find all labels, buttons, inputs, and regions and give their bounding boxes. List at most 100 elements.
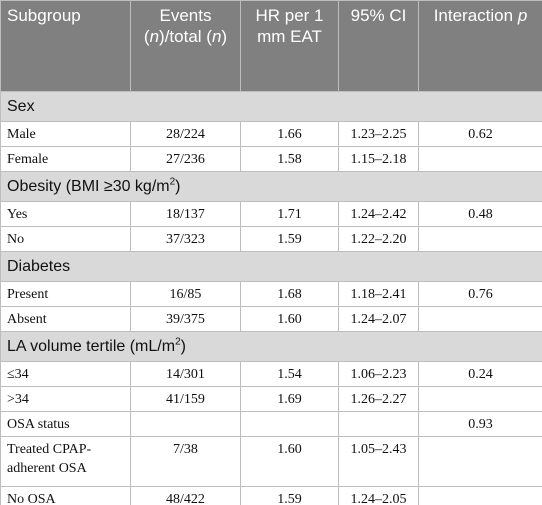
- cell: 1.24–2.07: [338, 306, 419, 332]
- cell: 0.93: [418, 411, 542, 437]
- cell: 1.69: [240, 386, 339, 412]
- cell: 48/422: [130, 486, 241, 505]
- cell: 1.58: [240, 146, 339, 172]
- section-text: Sex: [7, 97, 35, 115]
- cell: 1.68: [240, 281, 339, 307]
- cell: 0.62: [418, 121, 542, 147]
- italic-symbol: n: [211, 27, 222, 46]
- cell: 0.76: [418, 281, 542, 307]
- data-row: No 37/323 1.59 1.22–2.20: [0, 226, 542, 252]
- row-label: Male: [0, 121, 131, 147]
- cell: 1.26–2.27: [338, 386, 419, 412]
- data-row: Female 27/236 1.58 1.15–2.18: [0, 146, 542, 172]
- cell: 7/38: [130, 436, 241, 487]
- cell: 1.05–2.43: [338, 436, 419, 487]
- cell: 1.66: [240, 121, 339, 147]
- header-text: Interaction: [433, 6, 518, 25]
- cell: 1.60: [240, 306, 339, 332]
- column-header: 95% CI: [338, 0, 419, 92]
- header-row: Subgroup Events (n)/total (n) HR per 1 mm …: [0, 0, 542, 92]
- cell: 1.18–2.41: [338, 281, 419, 307]
- cell: 37/323: [130, 226, 241, 252]
- section-title: Sex: [0, 91, 542, 122]
- superscript: 2: [175, 336, 181, 348]
- section-title: LA volume tertile (mL/m2): [0, 331, 542, 362]
- header-text: ): [221, 27, 228, 46]
- cell: [338, 411, 419, 437]
- cell: [130, 411, 241, 437]
- data-row: Male 28/224 1.66 1.23–2.25 0.62: [0, 121, 542, 147]
- cell: 18/137: [130, 201, 241, 227]
- cell: 1.24–2.05: [338, 486, 419, 505]
- cell: 1.24–2.42: [338, 201, 419, 227]
- section-text: Obesity (BMI ≥30 kg/m: [7, 177, 170, 195]
- cell: 27/236: [130, 146, 241, 172]
- data-row: Yes 18/137 1.71 1.24–2.42 0.48: [0, 201, 542, 227]
- cell: [240, 411, 339, 437]
- row-label: Absent: [0, 306, 131, 332]
- cell: 28/224: [130, 121, 241, 147]
- row-label: Present: [0, 281, 131, 307]
- section-title: Obesity (BMI ≥30 kg/m2): [0, 171, 542, 202]
- row-label: Yes: [0, 201, 131, 227]
- data-row: No OSA 48/422 1.59 1.24–2.05: [0, 486, 542, 505]
- data-row: Present 16/85 1.68 1.18–2.41 0.76: [0, 281, 542, 307]
- italic-symbol: p: [517, 6, 528, 25]
- section-text: LA volume tertile (mL/m: [7, 337, 176, 355]
- cell: 1.15–2.18: [338, 146, 419, 172]
- data-row: ≤34 14/301 1.54 1.06–2.23 0.24: [0, 361, 542, 387]
- cell: 1.22–2.20: [338, 226, 419, 252]
- row-label: ≤34: [0, 361, 131, 387]
- cell: 1.59: [240, 226, 339, 252]
- data-row: >34 41/159 1.69 1.26–2.27: [0, 386, 542, 412]
- section-title: Diabetes: [0, 251, 542, 282]
- cell: 41/159: [130, 386, 241, 412]
- row-label: Treated CPAP-adherent OSA: [0, 436, 131, 487]
- data-row: Treated CPAP-adherent OSA 7/38 1.60 1.05–2.…: [0, 436, 542, 487]
- cell: [418, 146, 542, 172]
- cell: 16/85: [130, 281, 241, 307]
- row-label: No OSA: [0, 486, 131, 505]
- cell: 1.06–2.23: [338, 361, 419, 387]
- italic-symbol: n: [149, 27, 160, 46]
- header-text: HR per 1 mm EAT: [255, 6, 324, 46]
- row-label: Female: [0, 146, 131, 172]
- section-row: Diabetes: [0, 251, 542, 282]
- cell: 1.54: [240, 361, 339, 387]
- section-text: ): [180, 337, 186, 355]
- data-row: OSA status 0.93: [0, 411, 542, 437]
- cell: 1.23–2.25: [338, 121, 419, 147]
- cell: [418, 436, 542, 487]
- cell: 1.59: [240, 486, 339, 505]
- section-text: Diabetes: [7, 257, 71, 275]
- cell: 0.24: [418, 361, 542, 387]
- superscript: 2: [169, 176, 176, 188]
- row-label: OSA status: [0, 411, 131, 437]
- header-text: 95% CI: [350, 6, 407, 25]
- row-label: >34: [0, 386, 131, 412]
- header-text: Subgroup: [7, 6, 81, 25]
- section-text: ): [175, 177, 181, 195]
- column-header: Subgroup: [0, 0, 131, 92]
- cell: 1.71: [240, 201, 339, 227]
- column-header: Interaction p: [418, 0, 542, 92]
- cell: 1.60: [240, 436, 339, 487]
- table-body: Sex Male 28/224 1.66 1.23–2.25 0.62 Female 27/2…: [0, 91, 542, 505]
- header-text: Events (: [143, 6, 212, 46]
- section-row: Obesity (BMI ≥30 kg/m2): [0, 171, 542, 202]
- cell: 0.48: [418, 201, 542, 227]
- column-header: Events (n)/total (n): [130, 0, 241, 92]
- data-row: Absent 39/375 1.60 1.24–2.07: [0, 306, 542, 332]
- cell: 14/301: [130, 361, 241, 387]
- cell: [418, 386, 542, 412]
- cell: [418, 486, 542, 505]
- row-label: No: [0, 226, 131, 252]
- cell: 39/375: [130, 306, 241, 332]
- column-header: HR per 1 mm EAT: [240, 0, 339, 92]
- header-text: )/total (: [159, 27, 212, 46]
- section-row: Sex: [0, 91, 542, 122]
- cell: [418, 226, 542, 252]
- section-row: LA volume tertile (mL/m2): [0, 331, 542, 362]
